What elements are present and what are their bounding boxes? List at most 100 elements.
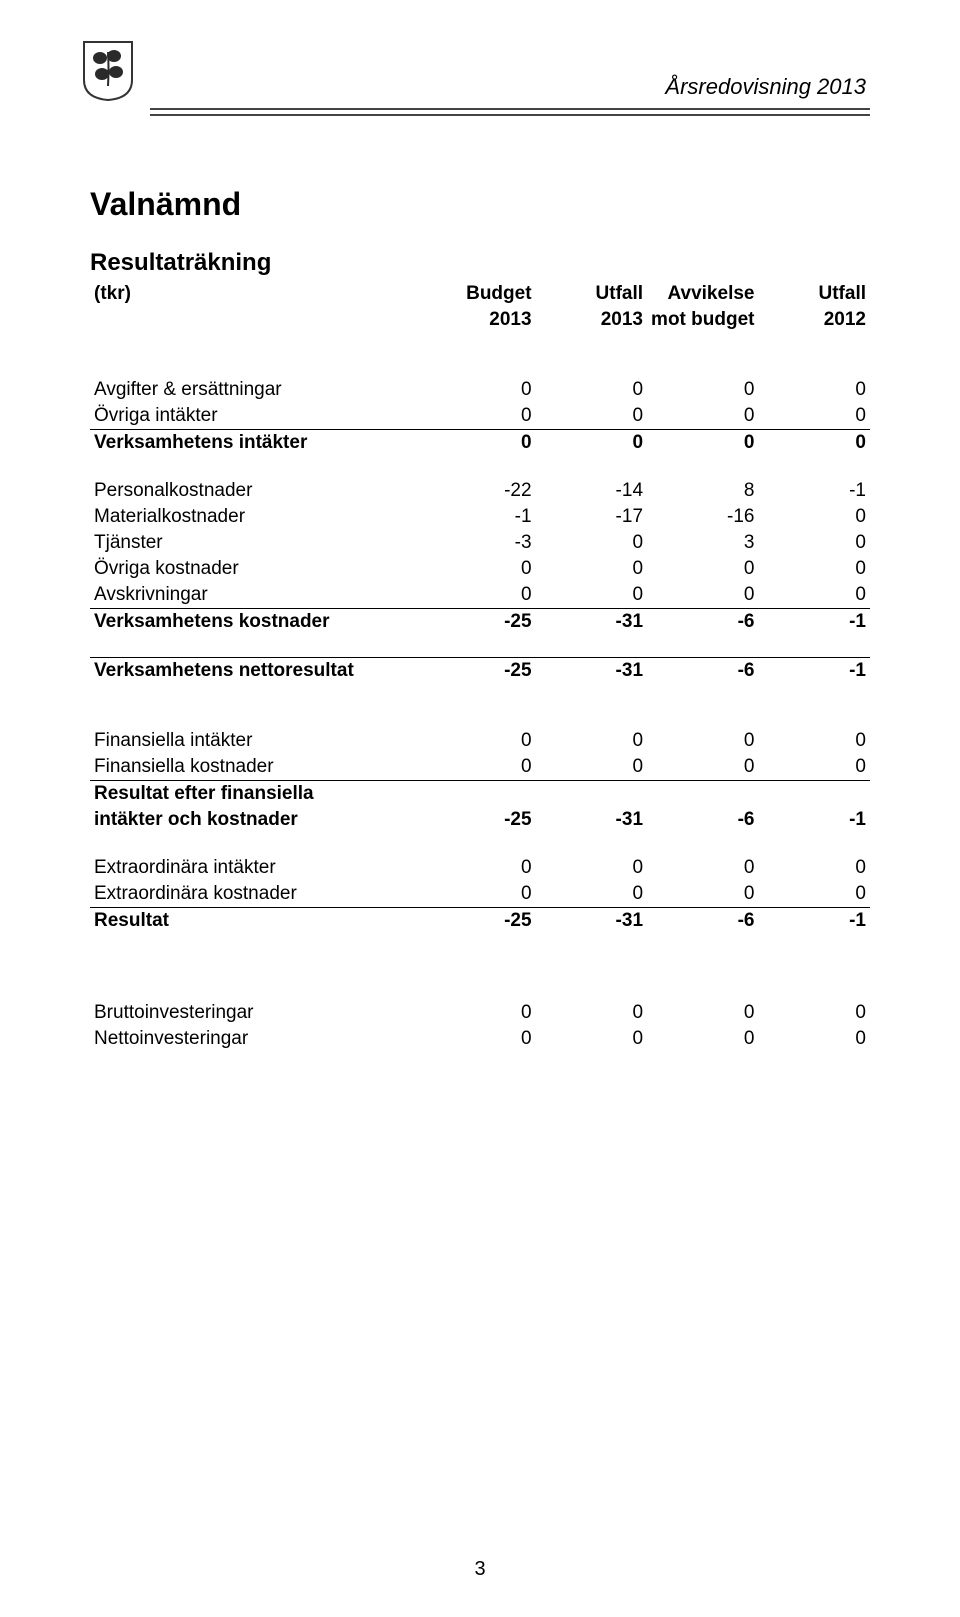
cell: 0 [536,855,647,881]
col-subheader: 2013 [424,307,535,333]
col-header-label: (tkr) [90,281,424,307]
row-label: Övriga kostnader [90,556,424,582]
cell: 0 [647,582,758,609]
document-header-title: Årsredovisning 2013 [665,74,866,100]
cell: -6 [647,908,758,935]
table-row: Materialkostnader -1 -17 -16 0 [90,504,870,530]
row-label: Verksamhetens kostnader [90,609,424,636]
col-header-budget: Budget [424,281,535,307]
col-subheader: 2012 [758,307,870,333]
row-label: Personalkostnader [90,478,424,504]
cell: 0 [647,377,758,403]
cell: 0 [536,881,647,908]
cell: 0 [647,728,758,754]
cell: -6 [647,807,758,833]
cell: 0 [536,1026,647,1052]
cell: 0 [758,881,870,908]
cell: 0 [536,1000,647,1026]
col-subheader: 2013 [536,307,647,333]
cell: -1 [424,504,535,530]
cell: -1 [758,609,870,636]
row-label: Nettoinvesteringar [90,1026,424,1052]
row-label: Tjänster [90,530,424,556]
cell: 0 [758,556,870,582]
table-row: Bruttoinvesteringar 0 0 0 0 [90,1000,870,1026]
table-row: Personalkostnader -22 -14 8 -1 [90,478,870,504]
cell: 0 [536,728,647,754]
cell: -31 [536,609,647,636]
cell: 0 [758,1026,870,1052]
cell: 0 [424,855,535,881]
section-subtitle: Resultaträkning [90,249,870,277]
cell: -31 [536,908,647,935]
table-row: Avskrivningar 0 0 0 0 [90,582,870,609]
cell: 0 [647,754,758,781]
cell: 0 [424,430,535,457]
cell: 0 [758,403,870,430]
cell: -25 [424,609,535,636]
cell: -25 [424,807,535,833]
col-header-prior: Utfall [758,281,870,307]
cell: 0 [647,1000,758,1026]
cell: 0 [536,430,647,457]
row-label: Finansiella intäkter [90,728,424,754]
subtotal-row: intäkter och kostnader -25 -31 -6 -1 [90,807,870,833]
cell: 0 [647,430,758,457]
cell: 0 [758,754,870,781]
cell: 0 [536,556,647,582]
col-header-outcome: Utfall [536,281,647,307]
cell: -1 [758,908,870,935]
cell: -17 [536,504,647,530]
cell: 0 [647,556,758,582]
row-label: Bruttoinvesteringar [90,1000,424,1026]
cell: -31 [536,807,647,833]
page-number: 3 [0,1558,960,1581]
page-header: Årsredovisning 2013 [90,40,870,102]
cell: 0 [647,1026,758,1052]
cell: 0 [424,1026,535,1052]
cell: -16 [647,504,758,530]
row-label: Resultat efter finansiella [90,781,424,808]
cell: 0 [424,728,535,754]
cell: 0 [536,530,647,556]
cell: 0 [424,582,535,609]
cell: -31 [536,658,647,685]
result-row: Resultat -25 -31 -6 -1 [90,908,870,935]
col-subheader: mot budget [647,307,758,333]
cell: 0 [536,754,647,781]
cell: 0 [536,582,647,609]
municipality-crest-icon [82,40,134,102]
row-label: intäkter och kostnader [90,807,424,833]
cell: 0 [758,504,870,530]
cell: 0 [647,855,758,881]
row-label: Övriga intäkter [90,403,424,430]
cell: 0 [758,430,870,457]
table-row: Extraordinära intäkter 0 0 0 0 [90,855,870,881]
table-row: Finansiella kostnader 0 0 0 0 [90,754,870,781]
row-label: Avgifter & ersättningar [90,377,424,403]
row-label: Resultat [90,908,424,935]
table-row: Övriga kostnader 0 0 0 0 [90,556,870,582]
cell: 0 [647,403,758,430]
cell: -25 [424,908,535,935]
cell: 3 [647,530,758,556]
cell: 0 [424,403,535,430]
section-title: Valnämnd [90,186,870,223]
cell: -22 [424,478,535,504]
cell: -6 [647,609,758,636]
cell: -1 [758,658,870,685]
table-row: Finansiella intäkter 0 0 0 0 [90,728,870,754]
page: Årsredovisning 2013 Valnämnd Resultaträk… [0,0,960,1617]
cell: 0 [536,403,647,430]
cell: 0 [758,582,870,609]
cell: 0 [758,530,870,556]
cell: 0 [424,754,535,781]
row-label: Verksamhetens intäkter [90,430,424,457]
row-label: Materialkostnader [90,504,424,530]
row-label: Extraordinära kostnader [90,881,424,908]
col-header-variance: Avvikelse [647,281,758,307]
row-label: Verksamhetens nettoresultat [90,658,424,685]
cell: -25 [424,658,535,685]
cell: 0 [647,881,758,908]
cell: -3 [424,530,535,556]
